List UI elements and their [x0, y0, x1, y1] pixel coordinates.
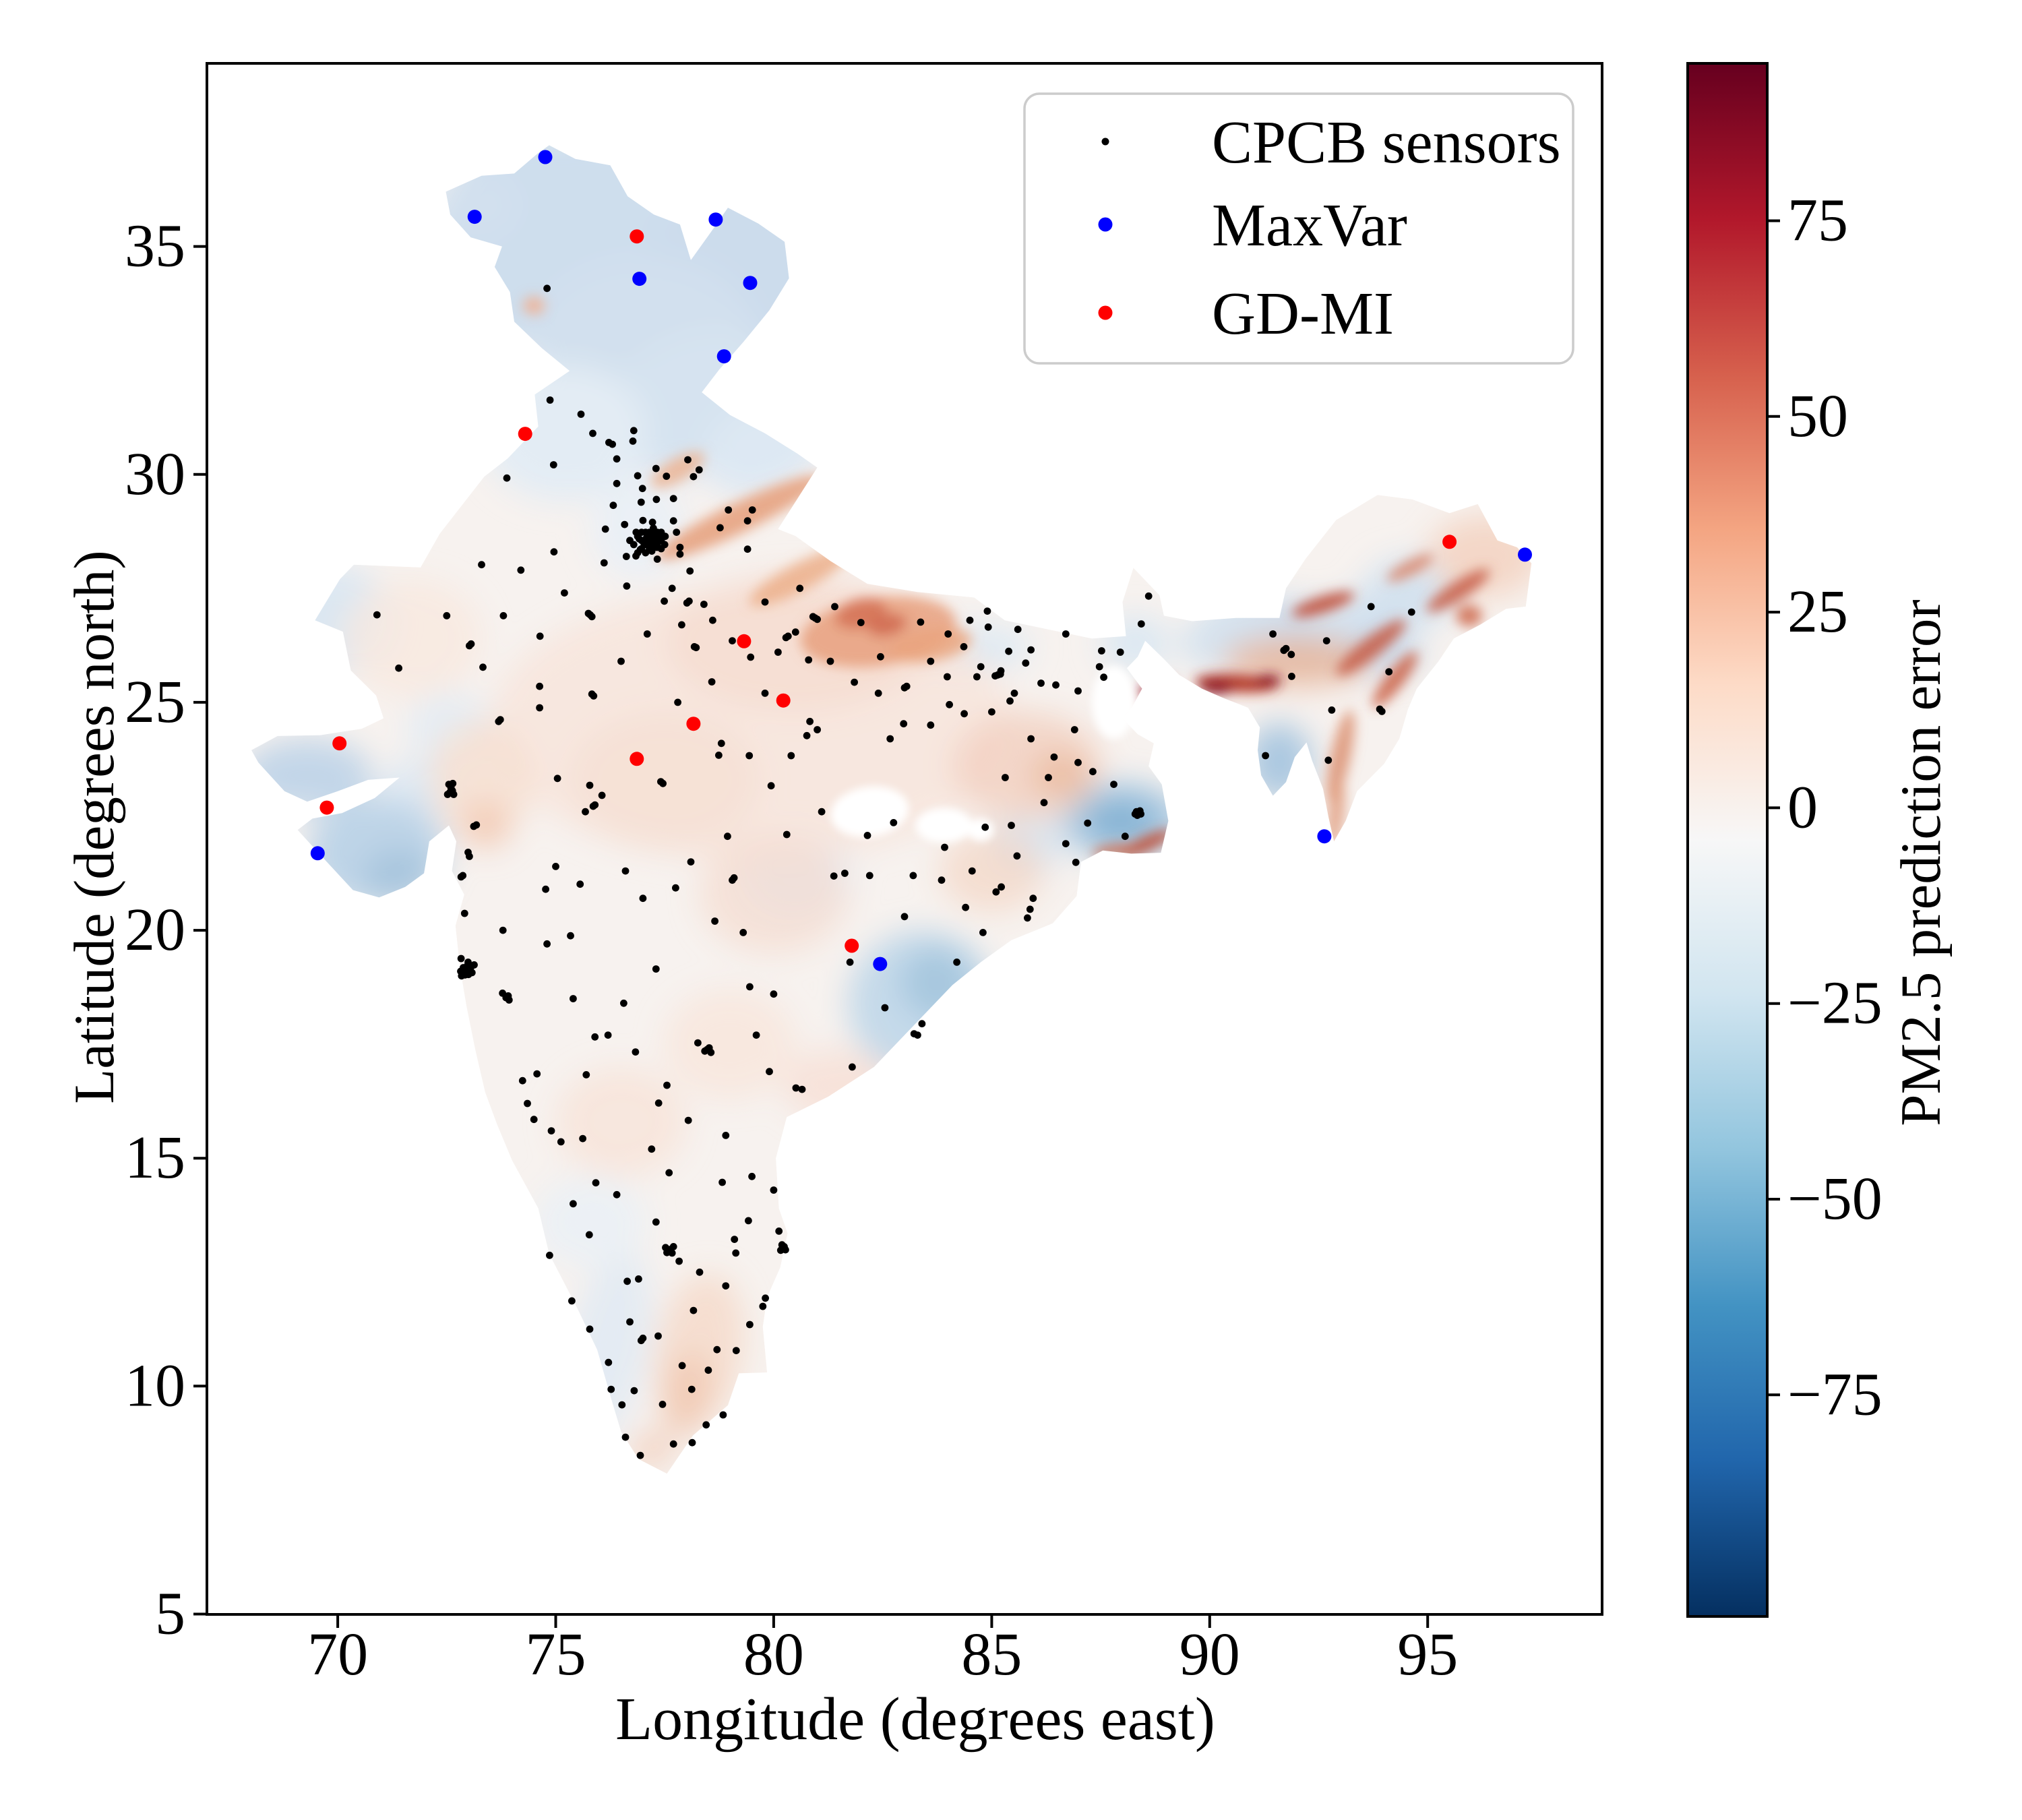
svg-text:30: 30: [125, 441, 185, 508]
svg-text:75: 75: [526, 1621, 586, 1688]
svg-text:85: 85: [961, 1621, 1022, 1688]
svg-text:25: 25: [125, 669, 185, 735]
svg-text:70: 70: [307, 1621, 368, 1688]
svg-text:90: 90: [1180, 1621, 1240, 1688]
svg-text:20: 20: [125, 897, 185, 963]
svg-text:50: 50: [1787, 383, 1848, 450]
svg-text:−25: −25: [1787, 970, 1882, 1037]
svg-text:5: 5: [155, 1581, 185, 1647]
svg-text:PM2.5 prediction error: PM2.5 prediction error: [1889, 599, 1953, 1126]
svg-text:95: 95: [1397, 1621, 1458, 1688]
svg-text:GD-MI: GD-MI: [1212, 280, 1394, 347]
svg-text:0: 0: [1787, 774, 1818, 841]
svg-text:−50: −50: [1787, 1165, 1882, 1232]
svg-text:25: 25: [1787, 578, 1848, 645]
svg-text:CPCB sensors: CPCB sensors: [1212, 109, 1561, 176]
svg-text:80: 80: [743, 1621, 804, 1688]
svg-text:−75: −75: [1787, 1361, 1882, 1428]
svg-text:Longitude (degrees east): Longitude (degrees east): [615, 1686, 1215, 1753]
svg-text:10: 10: [125, 1352, 185, 1419]
svg-text:35: 35: [125, 213, 185, 280]
svg-text:75: 75: [1787, 187, 1848, 254]
svg-text:Latitude (degrees north): Latitude (degrees north): [63, 550, 126, 1103]
svg-text:MaxVar: MaxVar: [1212, 192, 1407, 259]
svg-text:15: 15: [125, 1124, 185, 1191]
